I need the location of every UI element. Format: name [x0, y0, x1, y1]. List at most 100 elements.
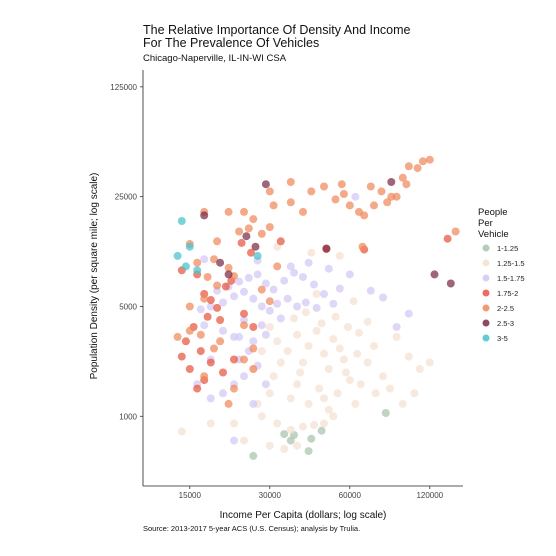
data-point-2-2-5-29	[339, 190, 348, 198]
data-point-1-25-1-5-14	[304, 399, 313, 408]
y-tick-label: 1000	[119, 412, 137, 421]
data-point-1-1-25-4	[304, 447, 313, 456]
data-point-1-5-1-75-22	[299, 273, 307, 281]
data-point-1-5-1-75-25	[200, 321, 209, 330]
data-point-1-25-1-5-56	[349, 297, 358, 306]
data-point-1-1-25-5	[317, 426, 326, 435]
data-point-1-25-1-5-57	[370, 342, 378, 350]
data-point-1-25-1-5-50	[355, 328, 363, 337]
legend-swatch	[482, 319, 490, 327]
data-point-1-25-1-5-52	[307, 248, 316, 257]
data-point-1-75-2-10	[177, 352, 186, 361]
data-point-1-25-1-5-40	[177, 427, 186, 436]
data-point-1-5-1-75-42	[324, 264, 333, 273]
data-point-1-25-1-5-37	[240, 436, 248, 445]
data-point-1-5-1-75-36	[249, 399, 258, 408]
data-point-1-5-1-75-52	[230, 436, 238, 445]
data-point-1-25-1-5-1	[273, 337, 282, 346]
data-point-1-5-1-75-35	[206, 394, 215, 403]
data-point-1-5-1-75-17	[253, 270, 262, 279]
data-point-2-2-5-24	[265, 187, 274, 196]
data-point-1-25-1-5-64	[339, 355, 348, 364]
data-point-2-2-5-52	[210, 344, 218, 353]
data-point-1-5-1-75-43	[345, 270, 354, 279]
data-point-2-2-5-5	[213, 281, 222, 290]
data-point-3-5-5	[253, 251, 262, 260]
axes-layer: 15000 30000 60000 120000 1000 5000 25000 125000	[110, 70, 463, 500]
y-tick-label: 5000	[119, 302, 137, 311]
legend-label: 1.5-1.75	[497, 274, 525, 283]
data-point-2-2-5-53	[240, 355, 248, 364]
data-point-2-2-5-33	[370, 201, 378, 210]
data-point-1-1-25-0	[280, 430, 289, 439]
data-point-2-5-3-3	[242, 232, 251, 241]
chart-subtitle: Chicago-Naperville, IL-IN-WI CSA	[143, 53, 287, 64]
data-point-2-2-5-4	[200, 294, 209, 303]
data-point-1-5-1-75-58	[335, 284, 344, 293]
data-point-2-2-5-43	[337, 180, 346, 189]
legend-swatch	[482, 274, 490, 282]
data-point-1-75-2-16	[230, 355, 238, 364]
data-point-1-25-1-5-38	[230, 419, 238, 428]
data-point-2-2-5-57	[249, 365, 258, 373]
data-point-1-75-2-5	[203, 312, 212, 321]
data-point-1-5-1-75-56	[392, 323, 401, 331]
data-point-1-5-1-75-23	[310, 280, 318, 289]
data-point-1-5-1-75-21	[290, 268, 298, 277]
data-point-1-25-1-5-28	[273, 419, 282, 428]
data-point-2-2-5-39	[413, 164, 422, 173]
data-point-1-25-1-5-11	[341, 368, 350, 377]
y-tick-label: 25000	[115, 193, 138, 202]
data-point-2-2-5-21	[269, 201, 278, 210]
data-point-1-25-1-5-51	[363, 317, 372, 326]
chart-title-line2: For The Prevalence Of Vehicles	[143, 36, 319, 50]
data-point-1-25-1-5-29	[286, 425, 295, 434]
data-point-1-75-2-9	[196, 347, 205, 356]
data-point-2-2-5-32	[360, 211, 369, 220]
data-point-2-5-3-8	[430, 270, 439, 279]
data-point-1-75-2-19	[247, 248, 255, 257]
data-point-1-25-1-5-60	[410, 389, 419, 398]
data-point-2-2-5-55	[230, 384, 238, 393]
data-point-2-2-5-6	[203, 273, 212, 281]
data-point-1-25-1-5-63	[296, 368, 305, 377]
data-point-1-25-1-5-12	[293, 380, 302, 389]
data-point-2-2-5-19	[224, 207, 233, 216]
data-point-1-25-1-5-35	[280, 444, 289, 453]
data-point-1-5-1-75-0	[196, 305, 205, 314]
data-point-1-25-1-5-19	[353, 349, 362, 358]
data-point-1-25-1-5-3	[293, 330, 302, 339]
data-point-2-2-5-38	[404, 162, 413, 171]
data-point-1-5-1-75-8	[273, 299, 282, 308]
data-point-1-25-1-5-15	[315, 384, 324, 393]
data-point-1-5-1-75-9	[283, 294, 292, 303]
legend-title: People	[478, 207, 508, 218]
data-point-1-75-2-11	[185, 365, 194, 373]
data-point-1-5-1-75-5	[249, 294, 258, 303]
data-point-2-2-5-23	[299, 207, 307, 216]
legend-title: Vehicle	[478, 229, 509, 240]
data-point-2-2-5-41	[425, 155, 434, 164]
y-axis-label: Population Density (per square mile; log…	[89, 173, 100, 380]
data-point-2-2-5-40	[418, 157, 427, 166]
data-point-1-25-1-5-31	[310, 421, 318, 429]
data-point-2-2-5-50	[249, 344, 258, 353]
x-tick-label: 15000	[179, 491, 202, 500]
data-point-2-2-5-17	[249, 215, 258, 224]
data-point-1-25-1-5-67	[351, 399, 360, 408]
data-point-2-2-5-44	[387, 192, 396, 201]
data-point-1-25-1-5-32	[320, 419, 328, 428]
data-point-2-2-5-8	[210, 255, 218, 264]
data-point-1-25-1-5-44	[276, 358, 285, 367]
x-tick-label: 120000	[416, 491, 443, 500]
chart-caption: Source: 2013-2017 5-year ACS (U.S. Censu…	[143, 524, 360, 533]
data-point-1-5-1-75-47	[230, 332, 238, 341]
data-point-2-2-5-59	[451, 227, 460, 236]
data-point-1-5-1-75-4	[240, 287, 248, 296]
data-point-1-5-1-75-7	[265, 306, 274, 315]
data-point-1-25-1-5-4	[299, 358, 307, 367]
data-point-1-5-1-75-11	[301, 298, 310, 307]
data-point-1-25-1-5-61	[265, 389, 274, 398]
data-point-1-75-2-25	[249, 323, 258, 331]
